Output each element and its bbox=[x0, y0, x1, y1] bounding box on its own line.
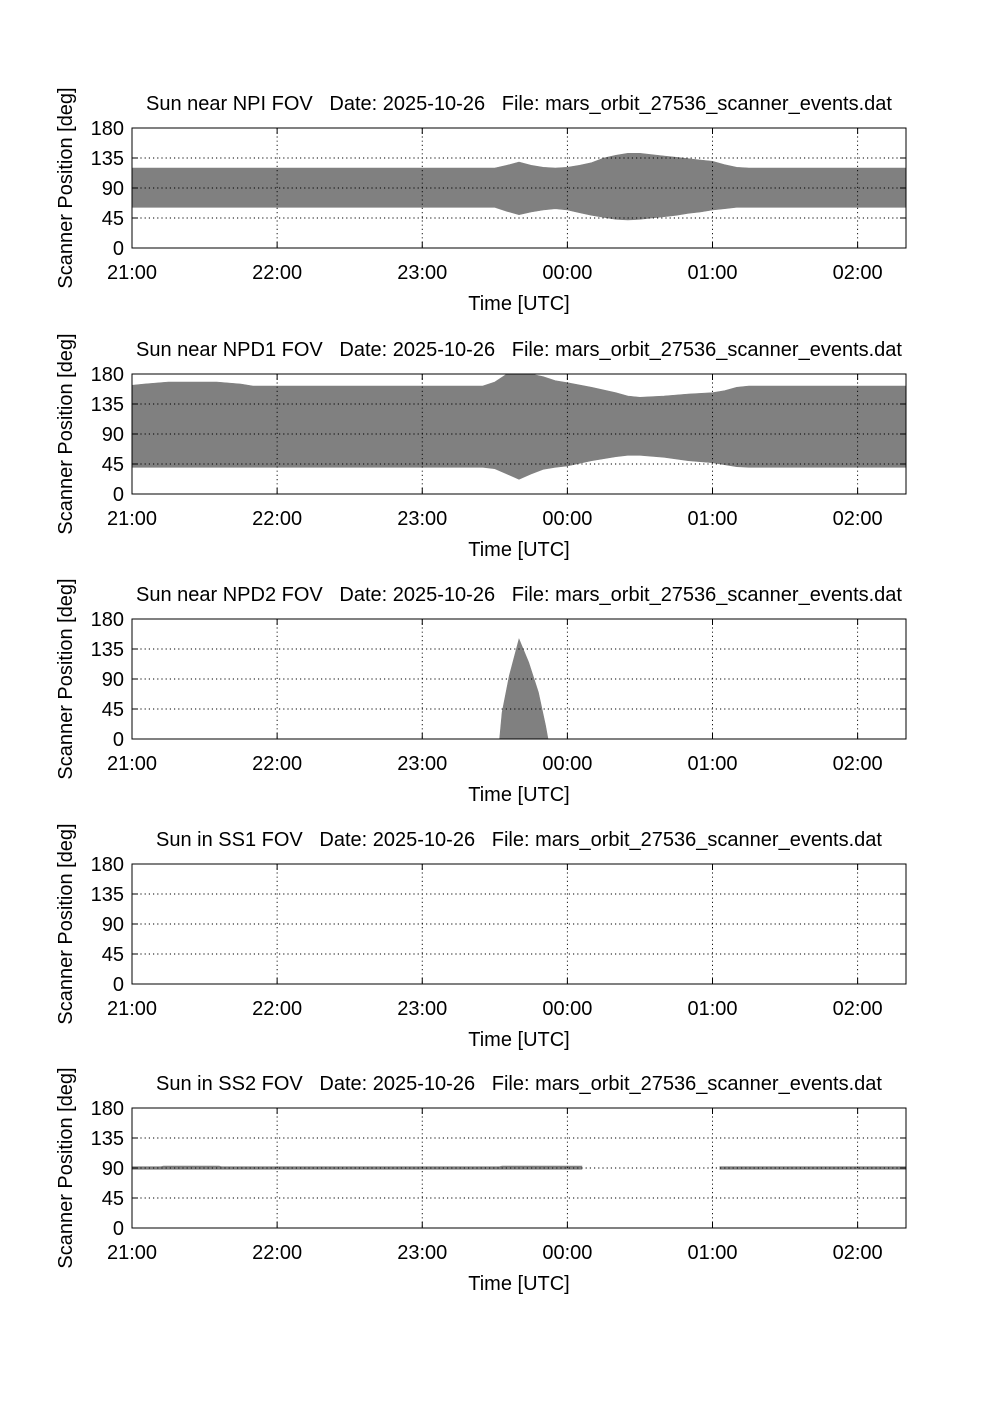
y-tick-label: 45 bbox=[102, 454, 124, 476]
y-tick-label: 180 bbox=[91, 118, 124, 140]
y-tick-label: 45 bbox=[102, 944, 124, 966]
chart-panel-2: 21:00 22:00 23:00 00:00 01:00 02:00 0 45 90 135 18… bbox=[55, 333, 907, 561]
y-tick-label: 90 bbox=[102, 424, 124, 446]
chart-title: Sun near NPD2 FOV Date: 2025-10-26 File:… bbox=[136, 584, 902, 606]
x-tick-label: 22:00 bbox=[252, 508, 302, 530]
y-tick-label: 135 bbox=[91, 1128, 124, 1150]
x-tick-label: 23:00 bbox=[397, 998, 447, 1020]
x-tick-label: 02:00 bbox=[833, 753, 883, 775]
y-axis-label: Scanner Position [deg] bbox=[55, 87, 77, 288]
chart-title: Sun near NPI FOV Date: 2025-10-26 File: … bbox=[146, 93, 892, 115]
x-tick-label: 02:00 bbox=[833, 998, 883, 1020]
y-tick-label: 180 bbox=[91, 1098, 124, 1120]
y-tick-label: 90 bbox=[102, 1158, 124, 1180]
y-tick-label: 135 bbox=[91, 639, 124, 661]
x-tick-label: 00:00 bbox=[542, 753, 592, 775]
x-tick-label: 01:00 bbox=[687, 753, 737, 775]
y-tick-label: 45 bbox=[102, 208, 124, 230]
y-tick-label: 0 bbox=[113, 974, 124, 996]
y-tick-label: 180 bbox=[91, 364, 124, 386]
y-tick-label: 0 bbox=[113, 238, 124, 260]
chart-panel-4: 21:00 22:00 23:00 00:00 01:00 02:00 0 45 90 135 18… bbox=[55, 823, 907, 1051]
x-tick-label: 00:00 bbox=[542, 998, 592, 1020]
x-axis-label: Time [UTC] bbox=[468, 539, 569, 561]
x-axis-label: Time [UTC] bbox=[468, 1273, 569, 1295]
x-tick-label: 22:00 bbox=[252, 998, 302, 1020]
x-tick-label: 21:00 bbox=[107, 1242, 157, 1264]
chart-title: Sun in SS1 FOV Date: 2025-10-26 File: ma… bbox=[156, 829, 882, 851]
x-tick-label: 01:00 bbox=[687, 998, 737, 1020]
x-tick-label: 21:00 bbox=[107, 262, 157, 284]
data-band bbox=[499, 638, 549, 740]
x-tick-label: 21:00 bbox=[107, 998, 157, 1020]
x-tick-label: 01:00 bbox=[687, 508, 737, 530]
y-tick-label: 0 bbox=[113, 729, 124, 751]
data-band bbox=[131, 153, 907, 221]
x-tick-label: 22:00 bbox=[252, 262, 302, 284]
x-tick-label: 01:00 bbox=[687, 1242, 737, 1264]
x-axis-label: Time [UTC] bbox=[468, 784, 569, 806]
y-axis-label: Scanner Position [deg] bbox=[55, 1067, 77, 1268]
y-tick-label: 135 bbox=[91, 884, 124, 906]
chart-title: Sun in SS2 FOV Date: 2025-10-26 File: ma… bbox=[156, 1073, 882, 1095]
x-tick-label: 23:00 bbox=[397, 262, 447, 284]
x-tick-label: 23:00 bbox=[397, 508, 447, 530]
x-tick-label: 01:00 bbox=[687, 262, 737, 284]
y-tick-label: 45 bbox=[102, 699, 124, 721]
x-tick-label: 00:00 bbox=[542, 262, 592, 284]
chart-title: Sun near NPD1 FOV Date: 2025-10-26 File:… bbox=[136, 339, 902, 361]
y-tick-label: 0 bbox=[113, 484, 124, 506]
x-tick-label: 23:00 bbox=[397, 753, 447, 775]
x-tick-label: 22:00 bbox=[252, 1242, 302, 1264]
chart-panel-5: 21:00 22:00 23:00 00:00 01:00 02:00 0 45 90 135 18… bbox=[55, 1067, 907, 1295]
x-tick-label: 21:00 bbox=[107, 508, 157, 530]
x-tick-label: 00:00 bbox=[542, 1242, 592, 1264]
y-tick-label: 0 bbox=[113, 1218, 124, 1240]
y-tick-label: 90 bbox=[102, 669, 124, 691]
y-tick-label: 135 bbox=[91, 148, 124, 170]
x-tick-label: 02:00 bbox=[833, 1242, 883, 1264]
y-axis-label: Scanner Position [deg] bbox=[55, 578, 77, 779]
y-tick-label: 135 bbox=[91, 394, 124, 416]
y-tick-label: 90 bbox=[102, 914, 124, 936]
y-tick-label: 180 bbox=[91, 609, 124, 631]
chart-panel-3: 21:00 22:00 23:00 00:00 01:00 02:00 0 45 90 135 18… bbox=[55, 578, 907, 806]
chart-panel-1: 21:00 22:00 23:00 00:00 01:00 02:00 0 45 90 135 18… bbox=[55, 87, 907, 315]
x-tick-label: 00:00 bbox=[542, 508, 592, 530]
x-tick-label: 21:00 bbox=[107, 753, 157, 775]
x-tick-label: 22:00 bbox=[252, 753, 302, 775]
x-axis-label: Time [UTC] bbox=[468, 293, 569, 315]
data-band-1 bbox=[131, 1165, 583, 1170]
y-axis-label: Scanner Position [deg] bbox=[55, 333, 77, 534]
y-tick-label: 90 bbox=[102, 178, 124, 200]
x-tick-label: 02:00 bbox=[833, 508, 883, 530]
data-band bbox=[131, 373, 907, 480]
y-tick-label: 45 bbox=[102, 1188, 124, 1210]
y-axis-label: Scanner Position [deg] bbox=[55, 823, 77, 1024]
y-tick-label: 180 bbox=[91, 854, 124, 876]
x-axis-label: Time [UTC] bbox=[468, 1029, 569, 1051]
x-tick-label: 02:00 bbox=[833, 262, 883, 284]
x-tick-label: 23:00 bbox=[397, 1242, 447, 1264]
